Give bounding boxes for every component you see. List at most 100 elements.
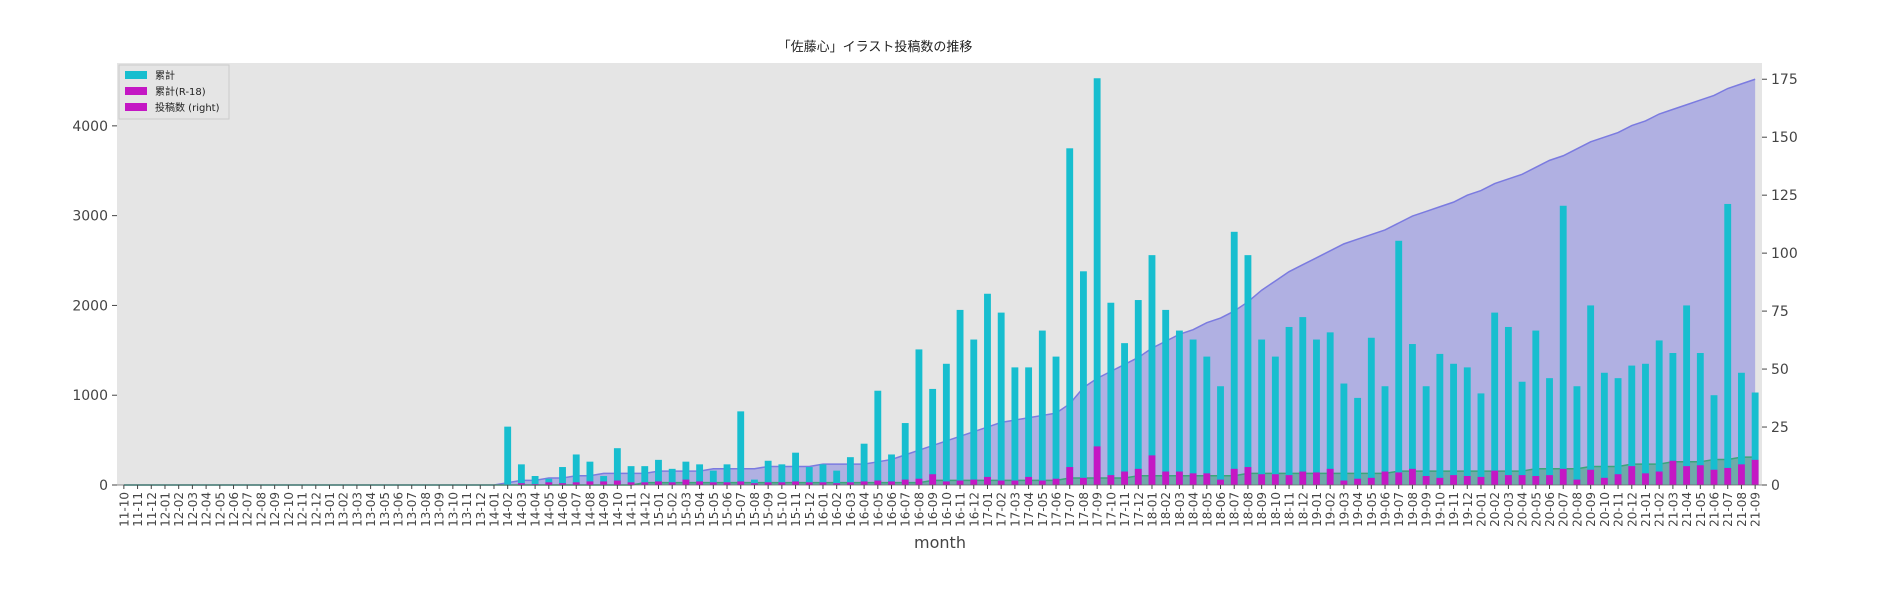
x-tick-label: 14-04 (529, 492, 543, 527)
x-tick-label: 14-01 (487, 492, 501, 527)
bar-total-17-08 (1080, 271, 1087, 485)
bar-total-18-10 (1272, 357, 1279, 485)
x-tick-label: 13-01 (323, 492, 337, 527)
bar-r18-19-06 (1382, 472, 1389, 485)
bar-r18-14-12 (641, 482, 648, 485)
x-tick-label: 19-03 (1337, 492, 1351, 527)
x-tick-label: 14-03 (515, 492, 529, 527)
bar-total-14-12 (641, 466, 648, 485)
bar-r18-18-06 (1217, 480, 1224, 485)
y2-tick-label: 50 (1771, 362, 1789, 378)
x-tick-label: 19-04 (1351, 492, 1365, 527)
x-tick-label: 20-03 (1502, 492, 1516, 527)
bar-r18-14-08 (587, 481, 594, 485)
x-tick-label: 17-01 (981, 492, 995, 527)
x-tick-label: 18-01 (1145, 492, 1159, 527)
x-tick-label: 13-08 (419, 492, 433, 527)
y-tick-label: 2000 (72, 298, 108, 314)
x-tick-label: 16-06 (885, 492, 899, 527)
bar-total-16-06 (888, 454, 895, 485)
bar-total-17-04 (1025, 367, 1032, 485)
bar-total-21-01 (1642, 364, 1649, 485)
bar-total-15-12 (806, 467, 813, 485)
bar-r18-18-10 (1272, 474, 1279, 485)
x-tick-label: 18-09 (1255, 492, 1269, 527)
x-tick-label: 12-10 (282, 492, 296, 527)
x-tick-label: 20-09 (1584, 492, 1598, 527)
bar-r18-18-09 (1258, 474, 1265, 485)
bar-r18-20-08 (1574, 480, 1581, 485)
bar-total-15-09 (765, 461, 772, 485)
legend-swatch (125, 103, 147, 111)
bar-total-15-07 (737, 411, 744, 485)
bar-r18-21-04 (1683, 466, 1690, 485)
bar-r18-20-01 (1478, 477, 1485, 485)
x-tick-label: 15-10 (775, 492, 789, 527)
x-tick-label: 15-08 (748, 492, 762, 527)
bar-r18-16-07 (902, 480, 909, 485)
x-tick-label: 13-11 (460, 492, 474, 527)
bar-total-17-10 (1107, 303, 1114, 485)
x-tick-label: 13-12 (474, 492, 488, 527)
x-tick-label: 13-10 (446, 492, 460, 527)
bar-r18-19-12 (1464, 476, 1471, 485)
bar-total-19-06 (1382, 386, 1389, 485)
bar-total-20-02 (1491, 313, 1498, 485)
bar-total-16-12 (970, 340, 977, 485)
bar-total-19-10 (1436, 354, 1443, 485)
bar-total-17-06 (1053, 357, 1060, 485)
bar-r18-19-04 (1354, 479, 1361, 485)
bar-r18-20-11 (1615, 474, 1622, 485)
x-tick-label: 21-09 (1749, 492, 1763, 527)
bar-r18-17-10 (1107, 475, 1114, 485)
bar-total-18-04 (1190, 340, 1197, 485)
bar-r18-15-01 (655, 481, 662, 485)
x-tick-label: 18-06 (1214, 492, 1228, 527)
bar-total-19-07 (1395, 241, 1402, 485)
bar-r18-19-02 (1327, 469, 1334, 485)
x-tick-label: 17-11 (1118, 492, 1132, 527)
bar-total-14-02 (504, 427, 511, 485)
x-tick-label: 15-05 (707, 492, 721, 527)
bar-r18-15-03 (682, 480, 689, 485)
bar-total-18-08 (1245, 255, 1252, 485)
bar-r18-18-03 (1176, 472, 1183, 485)
legend-label: 投稿数 (right) (155, 101, 220, 114)
bar-total-20-11 (1615, 378, 1622, 485)
x-tick-label: 15-09 (762, 492, 776, 527)
x-tick-label: 20-04 (1516, 492, 1530, 527)
bar-r18-17-07 (1066, 467, 1073, 485)
x-tick-label: 15-07 (734, 492, 748, 527)
x-tick-label: 20-08 (1570, 492, 1584, 527)
x-tick-label: 14-09 (597, 492, 611, 527)
x-tick-label: 13-07 (405, 492, 419, 527)
x-tick-label: 19-11 (1447, 492, 1461, 527)
x-tick-label: 16-08 (912, 492, 926, 527)
x-tick-label: 12-07 (241, 492, 255, 527)
x-tick-label: 17-02 (995, 492, 1009, 527)
bar-r18-19-10 (1436, 478, 1443, 485)
bar-total-14-10 (614, 448, 621, 485)
bar-total-19-01 (1313, 340, 1320, 485)
y-tick-label: 4000 (72, 119, 108, 135)
bar-total-20-10 (1601, 373, 1608, 485)
bar-r18-18-08 (1245, 467, 1252, 485)
bar-total-20-07 (1560, 206, 1567, 485)
x-tick-label: 17-09 (1091, 492, 1105, 527)
bar-r18-17-08 (1080, 478, 1087, 485)
x-tick-label: 20-05 (1529, 492, 1543, 527)
bar-total-17-01 (984, 294, 991, 485)
x-tick-label: 12-04 (200, 492, 214, 527)
bar-r18-17-01 (984, 477, 991, 485)
x-tick-label: 19-05 (1365, 492, 1379, 527)
bar-r18-15-04 (696, 481, 703, 485)
bar-total-21-02 (1656, 340, 1663, 485)
bar-r18-14-11 (628, 482, 635, 485)
bar-total-16-11 (957, 310, 964, 485)
bar-r18-19-08 (1409, 469, 1416, 485)
x-tick-label: 16-09 (926, 492, 940, 527)
bar-r18-21-06 (1711, 470, 1718, 485)
bar-total-19-05 (1368, 338, 1375, 485)
x-tick-label: 15-01 (652, 492, 666, 527)
